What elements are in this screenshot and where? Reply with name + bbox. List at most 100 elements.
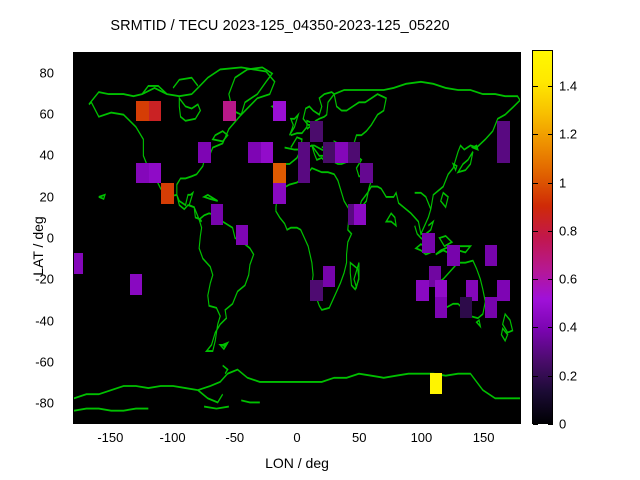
y-axis-tick-label: 0	[46, 230, 54, 246]
y-axis-tick-mark	[73, 196, 79, 198]
colorbar-tick-mark	[533, 424, 538, 425]
y-axis-tick-mark	[515, 72, 521, 74]
colorbar-tick-mark	[548, 86, 553, 88]
x-axis-tick-mark	[234, 418, 236, 424]
x-axis-tick-mark	[110, 52, 112, 58]
x-axis-tick-mark	[359, 52, 361, 58]
heatmap-cell	[484, 296, 498, 318]
heatmap-cell	[422, 232, 435, 254]
heatmap-cell	[459, 296, 473, 318]
heatmap-cell	[161, 183, 174, 204]
heatmap-cell	[198, 141, 211, 163]
y-axis-tick-mark	[73, 238, 79, 239]
x-axis-tick-mark	[172, 418, 174, 424]
heatmap-cells-layer	[74, 53, 520, 423]
colorbar-tick-mark	[548, 134, 553, 136]
y-axis-tick-label: -60	[35, 354, 54, 370]
heatmap-cell	[434, 280, 448, 301]
colorbar-tick-mark	[548, 375, 553, 377]
y-axis-tick-mark	[73, 155, 79, 157]
heatmap-cell	[298, 162, 311, 184]
colorbar-tick-label: 0.6	[559, 271, 578, 287]
x-axis-label: LON / deg	[265, 455, 329, 471]
x-axis-tick-mark	[421, 52, 423, 58]
colorbar-tick-label: 1.4	[559, 78, 578, 94]
y-axis-tick-mark	[73, 114, 79, 115]
colorbar-tick-label: 1.2	[559, 126, 578, 142]
colorbar-tick-mark	[548, 182, 553, 184]
heatmap-cell	[74, 253, 83, 275]
x-axis-tick-label: 50	[351, 430, 367, 445]
heatmap-cell	[497, 141, 510, 163]
heatmap-cell	[354, 203, 367, 225]
heatmap-cell	[434, 296, 448, 318]
heatmap-cell	[310, 121, 323, 142]
heatmap-cell	[466, 280, 479, 301]
heatmap-cell	[273, 100, 286, 122]
heatmap-cell	[148, 162, 162, 184]
y-axis-tick-label: 60	[39, 106, 54, 122]
heatmap-cell	[347, 141, 361, 163]
y-axis-tick-label: 40	[39, 147, 54, 163]
heatmap-cell	[322, 265, 336, 287]
y-axis-tick-label: -40	[35, 313, 54, 329]
y-axis-tick-mark	[73, 279, 79, 281]
x-axis-tick-mark	[297, 418, 298, 424]
x-axis-tick-label: 0	[293, 430, 301, 445]
y-axis-tick-mark	[515, 114, 521, 115]
heatmap-cell	[260, 141, 274, 163]
x-axis-tick-mark	[297, 52, 298, 58]
y-axis-tick-mark	[73, 362, 79, 363]
x-axis-tick-mark	[234, 52, 236, 58]
colorbar-tick-mark	[533, 230, 538, 232]
heatmap-cell	[429, 373, 443, 394]
x-axis-tick-label: -150	[97, 430, 124, 445]
heatmap-cell	[497, 280, 510, 301]
y-axis-tick-mark	[73, 72, 79, 74]
colorbar-tick-mark	[548, 424, 553, 425]
x-axis-tick-label: -50	[225, 430, 245, 445]
colorbar-tick-label: 1	[559, 175, 567, 191]
x-axis-tick-label: 100	[410, 430, 433, 445]
heatmap-cell	[497, 121, 510, 142]
colorbar-tick-mark	[533, 86, 538, 88]
colorbar-tick-mark	[548, 230, 553, 232]
heatmap-cell	[447, 245, 460, 266]
heatmap-cell	[273, 183, 286, 204]
y-axis-tick-label: -20	[35, 271, 54, 287]
heatmap-cell	[130, 274, 143, 295]
x-axis-tick-mark	[172, 52, 174, 58]
y-axis-tick-mark	[515, 362, 521, 363]
colorbar-tick-label: 0.4	[559, 319, 578, 335]
y-axis-tick-mark	[515, 279, 521, 281]
x-axis-tick-label: -100	[159, 430, 186, 445]
y-axis-tick-mark	[515, 320, 521, 322]
colorbar-tick-mark	[548, 327, 553, 329]
heatmap-cell	[235, 224, 249, 246]
colorbar-tick-label: 0	[559, 416, 567, 432]
page-title: SRMTID / TECU 2023-125_04350-2023-125_05…	[110, 18, 450, 34]
heatmap-cell	[223, 100, 236, 122]
x-axis-tick-mark	[483, 52, 485, 58]
colorbar-tick-label: 0.2	[559, 368, 578, 384]
y-axis-tick-mark	[515, 238, 521, 239]
heatmap-cell	[148, 100, 162, 122]
colorbar-tick-mark	[533, 134, 538, 136]
heatmap-cell	[335, 141, 348, 163]
heatmap-cell	[136, 100, 149, 122]
y-axis-tick-mark	[73, 403, 79, 405]
y-axis-tick-mark	[73, 320, 79, 322]
y-axis-tick-label: 80	[39, 65, 54, 81]
x-axis-tick-mark	[359, 418, 361, 424]
y-axis-tick-label: -80	[35, 395, 54, 411]
y-axis-tick-mark	[515, 403, 521, 405]
heatmap-cell	[416, 280, 429, 301]
x-axis-tick-mark	[110, 418, 112, 424]
heatmap-cell	[298, 141, 311, 163]
colorbar-tick-mark	[533, 375, 538, 377]
map-plot-area	[73, 52, 521, 424]
y-axis-tick-mark	[515, 196, 521, 198]
heatmap-cell	[360, 162, 373, 184]
y-axis-tick-mark	[515, 155, 521, 157]
heatmap-cell	[322, 141, 336, 163]
